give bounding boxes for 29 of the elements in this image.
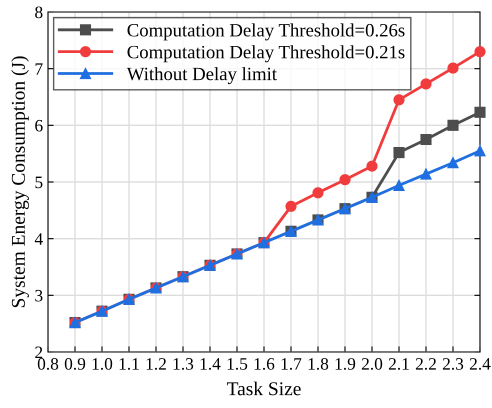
y-axis-title: System Energy Consumption (J) bbox=[11, 56, 29, 308]
x-tick-label: 1.9 bbox=[336, 358, 356, 370]
y-tick-label: 5 bbox=[35, 176, 42, 188]
x-tick-label: 1.5 bbox=[228, 358, 248, 370]
x-tick-label: 0.8 bbox=[38, 358, 58, 370]
x-tick-label: 1.0 bbox=[92, 358, 112, 370]
x-tick-label: 2.4 bbox=[470, 358, 491, 370]
x-tick-label: 1.8 bbox=[308, 358, 328, 370]
legend-label: Computation Delay Threshold=0.26s bbox=[128, 23, 405, 40]
x-tick-label: 1.1 bbox=[120, 358, 139, 370]
y-tick-label: 3 bbox=[35, 290, 42, 302]
y-tick-label: 7 bbox=[36, 63, 43, 75]
x-tick-label: 2.3 bbox=[442, 358, 464, 370]
x-tick-label: 1.7 bbox=[282, 358, 302, 370]
x-tick-label: 1.3 bbox=[174, 358, 194, 370]
x-tick-label: 0.9 bbox=[64, 358, 86, 370]
y-tick-label: 2 bbox=[35, 346, 42, 358]
legend-label: Without Delay limit bbox=[126, 67, 277, 84]
x-tick-label: 1.2 bbox=[146, 358, 166, 370]
x-tick-label: 2.2 bbox=[416, 358, 436, 370]
x-tick-label: 2.0 bbox=[362, 358, 382, 370]
x-tick-label: 1.4 bbox=[200, 358, 221, 370]
x-axis-title: Task Size bbox=[226, 382, 301, 396]
legend-label: Computation Delay Threshold=0.21s bbox=[128, 45, 405, 62]
y-tick-label: 6 bbox=[35, 120, 43, 132]
y-tick-label: 4 bbox=[34, 233, 43, 245]
x-tick-label: 1.6 bbox=[254, 358, 274, 370]
x-tick-label: 2.1 bbox=[388, 358, 409, 370]
y-tick-label: 8 bbox=[35, 6, 42, 18]
